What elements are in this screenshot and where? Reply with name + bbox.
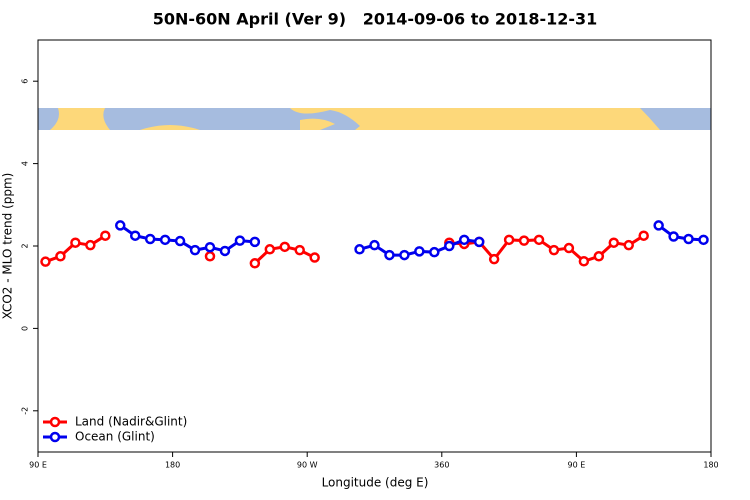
x-tick-label: 90 E <box>568 461 586 470</box>
data-point <box>384 249 395 261</box>
data-point <box>264 244 276 255</box>
data-point <box>608 237 620 248</box>
data-point <box>458 234 470 246</box>
y-tick-label: 2 <box>21 243 30 248</box>
data-point <box>518 235 530 246</box>
data-point <box>159 234 171 246</box>
x-tick-label: 90 E <box>29 461 47 470</box>
data-point <box>294 244 305 256</box>
data-point <box>234 235 246 246</box>
data-point <box>653 220 664 231</box>
y-tick-label: 4 <box>21 161 30 166</box>
y-tick-label: -2 <box>21 407 30 415</box>
map-land-patch <box>300 118 335 130</box>
data-point <box>354 244 365 255</box>
data-point <box>249 258 261 269</box>
legend-marker <box>49 431 61 443</box>
data-point <box>429 246 440 258</box>
data-point <box>444 240 455 252</box>
data-point <box>578 255 590 267</box>
data-point <box>399 249 410 261</box>
x-tick-label: 90 W <box>297 461 318 470</box>
y-tick-label: 0 <box>21 326 30 331</box>
x-tick-label: 180 <box>165 461 180 470</box>
data-point <box>189 244 201 256</box>
data-point <box>533 234 545 246</box>
data-point <box>100 230 111 241</box>
map-water <box>38 108 59 130</box>
data-point <box>563 242 575 254</box>
data-point <box>593 251 605 262</box>
x-axis-label: Longitude (deg E) <box>322 476 429 490</box>
chart-title: 50N-60N April (Ver 9) 2014-09-06 to 2018… <box>153 10 598 29</box>
map-water <box>103 108 360 130</box>
data-point <box>279 241 291 253</box>
data-point <box>623 239 634 251</box>
data-point <box>40 256 51 267</box>
y-axis-label: XCO2 - MLO trend (ppm) <box>1 173 15 320</box>
data-point <box>698 234 709 246</box>
x-tick-label: 360 <box>434 461 449 470</box>
data-point <box>55 251 66 262</box>
y-tick-label: 6 <box>21 79 30 84</box>
data-point <box>488 253 500 265</box>
data-point <box>204 251 216 262</box>
legend-label: Ocean (Glint) <box>75 430 155 444</box>
data-point <box>219 245 231 257</box>
data-point <box>70 237 81 248</box>
data-point <box>249 236 261 248</box>
data-point <box>174 235 186 247</box>
data-point <box>85 239 96 251</box>
data-point <box>414 246 425 257</box>
map-water <box>640 108 711 130</box>
data-point <box>369 239 380 251</box>
data-point <box>548 244 560 256</box>
data-point <box>683 233 694 245</box>
data-point <box>115 220 126 231</box>
data-point <box>503 234 515 246</box>
data-point <box>309 252 320 263</box>
data-point <box>668 231 679 242</box>
data-point <box>638 230 649 241</box>
data-point <box>129 230 141 241</box>
data-point <box>473 236 485 248</box>
data-point <box>144 233 156 245</box>
x-tick-label: 180 <box>703 461 718 470</box>
legend-label: Land (Nadir&Glint) <box>75 415 187 429</box>
legend-marker <box>49 416 61 428</box>
data-point <box>204 241 216 253</box>
map-strip <box>38 108 711 130</box>
